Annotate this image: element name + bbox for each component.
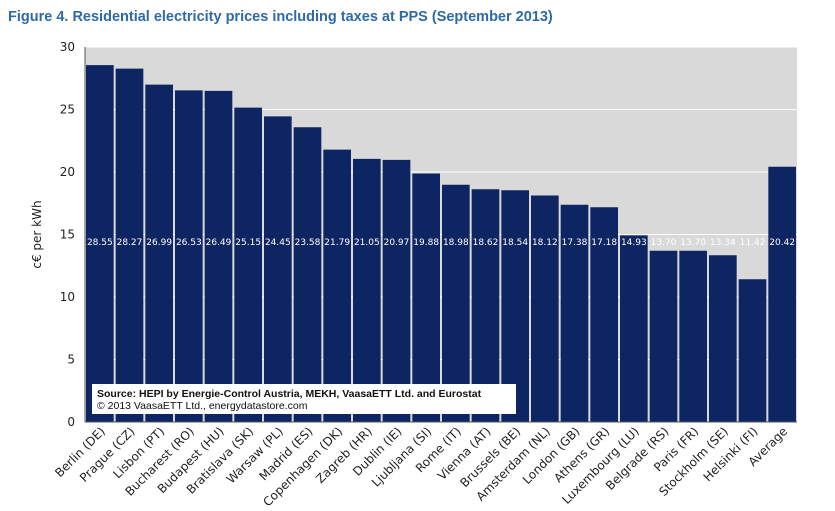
bar bbox=[145, 84, 173, 422]
bar-value-label: 19.88 bbox=[413, 238, 439, 248]
bar bbox=[738, 279, 767, 422]
bar bbox=[442, 184, 470, 422]
bar bbox=[620, 235, 648, 422]
bar bbox=[531, 195, 559, 422]
bar-value-label: 17.38 bbox=[562, 238, 588, 248]
y-tick-label: 5 bbox=[67, 353, 75, 367]
source-box-background bbox=[92, 384, 516, 414]
bar bbox=[204, 90, 233, 422]
bar bbox=[709, 255, 737, 422]
bar-value-label: 26.49 bbox=[206, 238, 232, 248]
bar bbox=[560, 204, 589, 422]
gridlines bbox=[85, 46, 797, 360]
bar-value-label: 23.58 bbox=[295, 238, 321, 248]
bar-value-label: 20.42 bbox=[769, 238, 795, 248]
bar bbox=[501, 190, 529, 422]
bar-value-label: 24.45 bbox=[265, 238, 291, 248]
bar-value-label: 20.97 bbox=[384, 238, 410, 248]
bar-value-label: 21.05 bbox=[354, 238, 380, 248]
bar-value-label: 11.42 bbox=[740, 238, 766, 248]
bar-value-label: 21.79 bbox=[324, 238, 350, 248]
copyright-text: © 2013 VaasaETT Ltd., energydatastore.co… bbox=[97, 400, 308, 412]
bar bbox=[264, 116, 292, 422]
bar bbox=[115, 68, 144, 422]
bar-value-label: 25.15 bbox=[235, 238, 261, 248]
y-tick-label: 25 bbox=[60, 103, 75, 117]
y-tick-label: 30 bbox=[60, 40, 75, 54]
bar-value-label: 17.18 bbox=[591, 238, 617, 248]
bar bbox=[382, 159, 411, 422]
bar bbox=[649, 250, 678, 422]
bar bbox=[234, 107, 262, 422]
source-box: Source: HEPI by Energie-Control Austria,… bbox=[92, 384, 516, 414]
source-text: Source: HEPI by Energie-Control Austria,… bbox=[97, 388, 482, 400]
bar-value-label: 13.70 bbox=[680, 238, 706, 248]
y-tick-label: 0 bbox=[67, 415, 75, 429]
y-tick-label: 15 bbox=[60, 228, 75, 242]
bar bbox=[323, 149, 351, 422]
bar bbox=[590, 207, 618, 422]
y-tick-label: 20 bbox=[60, 165, 75, 179]
y-tick-label: 10 bbox=[60, 290, 75, 304]
bar bbox=[86, 65, 114, 422]
bar-value-label: 18.98 bbox=[443, 238, 469, 248]
bar bbox=[293, 127, 322, 422]
bar-value-label: 14.93 bbox=[621, 238, 647, 248]
bar-value-label: 28.27 bbox=[117, 238, 143, 248]
bar-value-label: 13.34 bbox=[710, 238, 736, 248]
bar-value-label: 18.12 bbox=[532, 238, 558, 248]
bar bbox=[471, 189, 500, 422]
x-axis-ticks: Berlin (DE)Prague (CZ)Lisbon (PT)Buchare… bbox=[52, 424, 790, 509]
bar bbox=[353, 158, 381, 422]
bar-value-label: 28.55 bbox=[87, 238, 113, 248]
bar bbox=[412, 173, 440, 422]
bar-value-label: 26.99 bbox=[146, 238, 172, 248]
bar bbox=[679, 250, 707, 422]
figure-title: Figure 4. Residential electricity prices… bbox=[8, 9, 553, 25]
y-axis-ticks: 0 5 10 15 20 25 30 bbox=[60, 40, 797, 429]
y-axis-label: c€ per kWh bbox=[30, 200, 44, 268]
bar-value-label: 13.70 bbox=[651, 238, 677, 248]
bar-value-label: 18.54 bbox=[502, 238, 528, 248]
bar-value-label: 26.53 bbox=[176, 238, 202, 248]
bar-value-label: 18.62 bbox=[473, 238, 499, 248]
bar bbox=[768, 166, 796, 422]
bars: 28.55 28.27 26.99 26.53 26.49 25.15 24.45 23.58… bbox=[86, 65, 796, 422]
bar bbox=[175, 90, 203, 422]
